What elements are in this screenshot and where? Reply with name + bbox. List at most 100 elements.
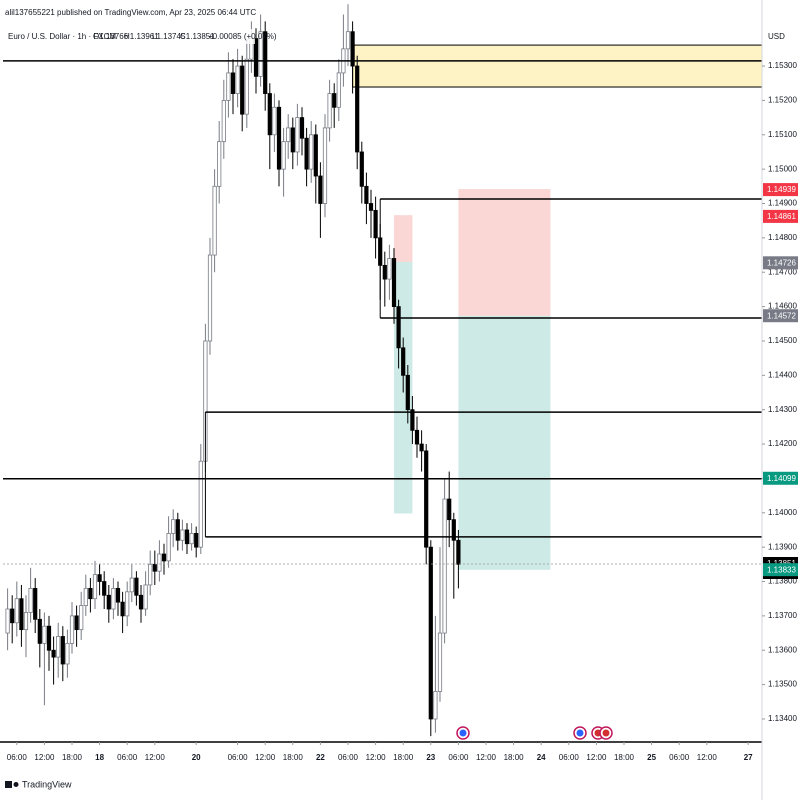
candle-body [74, 615, 79, 631]
candle-body [318, 175, 323, 204]
candle-body [88, 587, 93, 600]
zone [458, 189, 551, 316]
candle-body [19, 598, 24, 631]
candle-body [313, 134, 318, 177]
candle-body [290, 127, 295, 153]
brand: TradingView [22, 779, 72, 789]
candle-body [166, 533, 171, 562]
candle-body [60, 636, 65, 665]
candle-body [295, 117, 300, 153]
candle-body [217, 141, 222, 187]
x-tick-label: 18:00 [614, 753, 635, 762]
x-tick-label: 12:00 [366, 753, 387, 762]
candle-body [373, 209, 378, 239]
candle-body [437, 632, 443, 692]
candle-body [102, 581, 107, 596]
x-tick-label: 06:00 [669, 753, 690, 762]
candle-body [276, 106, 282, 170]
x-tick-label: 12:00 [255, 753, 276, 762]
candle-body [304, 137, 309, 170]
x-tick-label: 06:00 [117, 753, 138, 762]
candle-body [189, 533, 194, 545]
candle-body [447, 498, 452, 521]
candle-body [138, 594, 144, 610]
candle-body [10, 608, 15, 624]
x-tick-label: 23 [426, 753, 435, 762]
candle-body [207, 254, 213, 342]
candle-body [368, 203, 374, 211]
candle-body [92, 574, 98, 600]
candle-body [161, 553, 167, 562]
y-tick-label: 1.14000 [768, 508, 797, 517]
x-tick-label: 18:00 [62, 753, 83, 762]
candle-body [240, 65, 245, 115]
x-tick-label: 06:00 [448, 753, 469, 762]
candle-body [97, 574, 102, 582]
x-tick-label: 24 [537, 753, 546, 762]
y-tick-label: 1.14300 [768, 405, 797, 414]
candle-body [212, 185, 217, 256]
x-tick-label: 12:00 [476, 753, 497, 762]
candle-body [419, 443, 424, 452]
legend-close: C1.13851 [180, 32, 215, 41]
candle-body [336, 72, 341, 108]
candle-body [230, 72, 236, 94]
candle-body [281, 141, 286, 170]
candle-body [56, 636, 61, 658]
candle-body [322, 127, 328, 204]
price-tag [763, 209, 798, 223]
y-tick-label: 1.13900 [768, 542, 797, 551]
legend-open: O1.13766 [93, 32, 129, 41]
candle-body [410, 409, 415, 431]
candle-body [37, 618, 42, 644]
y-tick-label: 1.13400 [768, 714, 797, 723]
y-tick-label: 1.14600 [768, 302, 797, 311]
candle-body [286, 127, 291, 143]
candle-body [382, 264, 387, 280]
y-tick-label: 1.13600 [768, 645, 797, 654]
candle-body [134, 577, 139, 596]
publisher-note: alil137655221 published on TradingView.c… [5, 8, 256, 17]
candle-body [65, 642, 70, 665]
y-tick-label: 1.13800 [768, 577, 797, 586]
candle-body [359, 151, 364, 187]
candle-body [253, 38, 259, 77]
x-tick-label: 12:00 [145, 753, 166, 762]
candle-body [327, 93, 332, 129]
candle-body [157, 553, 162, 572]
price-tag [763, 256, 798, 270]
x-tick-label: 22 [316, 753, 325, 762]
candle-body [148, 563, 153, 586]
candle-body [263, 31, 268, 94]
candle-body [51, 649, 56, 658]
x-tick-label: 06:00 [559, 753, 580, 762]
brand-logo: TradingView [5, 779, 72, 789]
x-tick-label: 18:00 [283, 753, 304, 762]
candle-body [456, 539, 461, 565]
symbol: Euro / U.S. Dollar · 1h · FXCM [8, 32, 116, 41]
candle-body [194, 533, 199, 548]
zone [394, 215, 413, 262]
y-tick-label: 1.13500 [768, 680, 797, 689]
y-tick-label: 1.15100 [768, 130, 797, 139]
y-tick-label: 1.15200 [768, 96, 797, 105]
candle-body [299, 117, 305, 139]
candle-body [387, 258, 392, 280]
candle-body [152, 563, 157, 572]
candle-body [143, 584, 148, 610]
x-tick-label: 18:00 [393, 753, 414, 762]
x-tick-label: 25 [647, 753, 656, 762]
candle-body [120, 601, 125, 617]
y-tick-label: 1.14400 [768, 370, 797, 379]
candle-body [244, 58, 249, 115]
candle-body [129, 577, 134, 593]
x-tick-label: 12:00 [697, 753, 718, 762]
x-tick-label: 06:00 [228, 753, 249, 762]
y-tick-label: 1.15000 [768, 164, 797, 173]
candle-body [258, 31, 263, 77]
x-tick-label: 18:00 [504, 753, 525, 762]
legend-low: L1.13745 [152, 32, 186, 41]
candle-body [235, 65, 240, 94]
candle-body [198, 460, 203, 548]
candle-body [171, 519, 176, 534]
